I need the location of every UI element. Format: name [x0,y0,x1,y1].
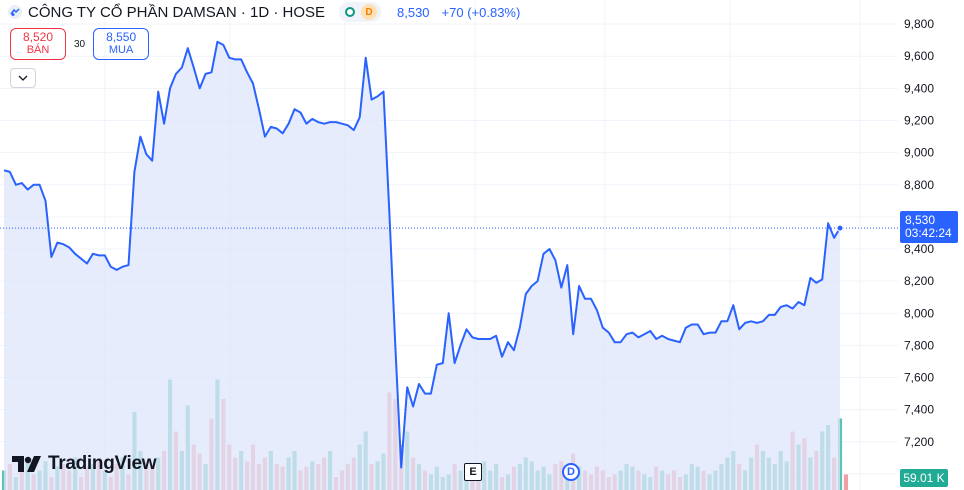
sell-price: 8,520 [22,30,54,44]
market-status[interactable]: D [339,2,381,22]
header-change: +70 (+0.83%) [441,4,521,20]
price-axis-label: 8,200 [904,274,934,288]
buy-label: MUA [108,44,134,56]
price-line [3,40,841,469]
price-axis-label: 7,800 [904,338,934,352]
tradingview-logo-icon [12,456,41,472]
price-axis-label: 8,400 [904,242,934,256]
header-last-price: 8,530 [397,4,430,20]
sell-button[interactable]: 8,520 BÁN [10,28,66,60]
spread-value: 30 [74,38,86,50]
price-axis-label: 9,400 [904,81,934,95]
market-open-icon [345,7,355,17]
bar-countdown: 03:42:24 [905,226,952,240]
delay-badge: D [361,4,377,20]
price-axis-label: 9,600 [904,49,934,63]
price-area [4,41,840,490]
price-axis-label: 7,200 [904,435,934,449]
buy-price: 8,550 [106,30,137,44]
symbol-title[interactable]: CÔNG TY CỔ PHẦN DAMSAN · 1D · HOSE [28,3,325,21]
tradingview-logo[interactable]: TradingView [12,453,157,475]
price-axis-label: 7,400 [904,403,934,417]
price-axis-label: 9,200 [904,113,934,127]
symbol-logo-icon[interactable] [8,5,22,19]
collapse-legend-button[interactable] [10,68,36,88]
sell-label: BÁN [26,44,50,56]
dividend-marker[interactable]: D [562,463,580,481]
price-axis-label: 9,800 [904,17,934,31]
price-axis[interactable]: 9,8009,6009,4009,2009,0008,8008,6008,400… [904,17,934,481]
last-price-dot [836,224,844,232]
last-price-tag-value: 8,530 [905,213,936,227]
volume-bar [1,470,7,490]
earnings-marker[interactable]: E [464,463,482,481]
price-axis-label: 9,000 [904,146,934,160]
volume-tag: 59.01 K [900,469,948,487]
price-axis-label: 7,600 [904,371,934,385]
last-price-tag: 8,530 03:42:24 [900,211,958,243]
price-axis-label: 8,800 [904,178,934,192]
brand-name: TradingView [48,453,157,474]
volume-bar [843,474,849,490]
symbol-header: CÔNG TY CỔ PHẦN DAMSAN · 1D · HOSE D 8,5… [8,2,520,22]
chevron-down-icon [18,75,28,81]
quote-row: 8,520 BÁN 30 8,550 MUA [10,28,150,60]
price-axis-label: 8,000 [904,306,934,320]
buy-button[interactable]: 8,550 MUA [93,28,150,60]
